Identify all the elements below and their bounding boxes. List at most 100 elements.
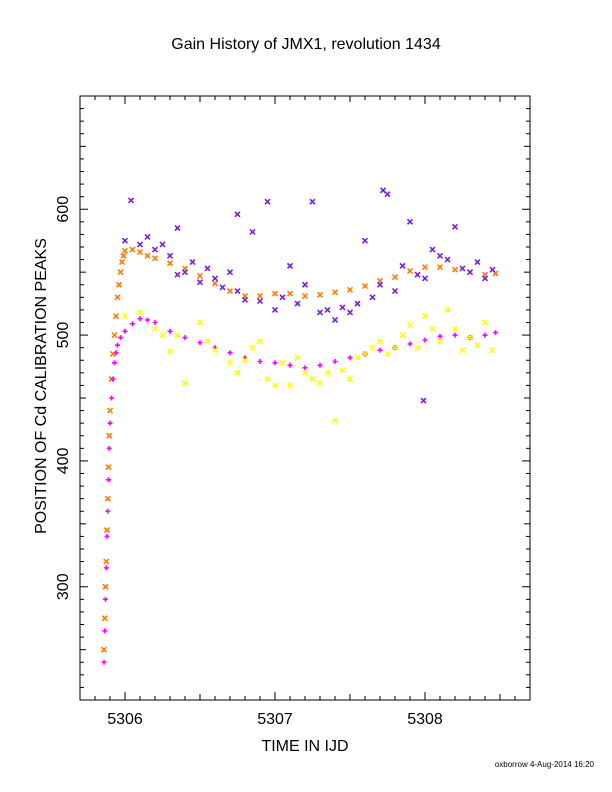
data-point: [317, 362, 323, 368]
data-point: [481, 319, 489, 326]
chart-title: Gain History of JMX1, revolution 1434: [171, 36, 441, 53]
data-point: [102, 628, 108, 634]
data-point: [436, 264, 444, 271]
data-point: [414, 344, 421, 351]
data-point: [407, 341, 413, 347]
data-point: [151, 246, 159, 253]
data-point: [121, 247, 129, 254]
data-point: [137, 316, 143, 322]
data-point: [174, 225, 181, 232]
data-point: [152, 320, 158, 325]
data-point: [451, 266, 459, 273]
data-point: [196, 279, 204, 286]
data-point: [369, 294, 376, 301]
data-point: [166, 348, 174, 355]
data-point: [332, 359, 338, 365]
data-point: [241, 296, 249, 303]
y-tick-label: 600: [55, 196, 72, 223]
series-3: [121, 306, 496, 424]
data-point: [421, 275, 429, 282]
data-point: [316, 309, 324, 316]
data-point: [101, 659, 107, 665]
data-point: [361, 282, 369, 290]
data-point: [103, 565, 109, 571]
data-point: [286, 290, 294, 297]
data-point: [117, 269, 124, 276]
data-point: [286, 382, 294, 389]
data-point: [376, 338, 384, 345]
data-point: [324, 306, 331, 313]
data-point: [256, 338, 264, 345]
data-point: [130, 321, 135, 327]
series-0: [100, 246, 499, 653]
data-point: [406, 218, 414, 225]
data-point: [211, 280, 219, 287]
data-point: [294, 300, 301, 307]
data-point: [112, 313, 120, 320]
data-point: [118, 259, 126, 266]
data-point: [196, 319, 204, 326]
data-point: [159, 332, 166, 339]
data-point: [474, 259, 481, 266]
data-point: [422, 337, 428, 343]
y-tick-label: 500: [55, 322, 72, 349]
data-point: [271, 382, 279, 389]
data-point: [115, 342, 120, 348]
data-point: [354, 300, 361, 307]
data-point: [106, 407, 114, 414]
data-point: [106, 445, 112, 451]
data-point: [129, 246, 136, 253]
data-point: [196, 272, 204, 280]
data-point: [331, 289, 339, 296]
data-point: [120, 252, 127, 259]
data-point: [271, 290, 279, 297]
data-point: [301, 281, 309, 288]
data-point: [144, 233, 151, 240]
data-point: [459, 347, 466, 354]
data-point: [384, 191, 391, 198]
data-point: [204, 338, 211, 345]
y-axis-label: POSITION OF Cd CALIBRATION PEAKS: [33, 238, 50, 534]
data-point: [302, 365, 308, 371]
data-point: [466, 334, 474, 341]
data-point: [174, 271, 181, 278]
data-point: [316, 379, 324, 386]
data-point: [369, 344, 376, 351]
data-point: [361, 237, 369, 244]
data-point: [331, 316, 339, 324]
data-point: [436, 338, 444, 345]
data-point: [346, 286, 354, 293]
data-point: [136, 248, 144, 256]
data-point: [114, 294, 121, 301]
data-point: [226, 287, 234, 295]
data-point: [211, 275, 219, 282]
data-point: [106, 432, 113, 439]
data-point: [391, 287, 399, 295]
data-point: [279, 294, 286, 301]
data-point: [189, 259, 196, 266]
data-point: [241, 357, 249, 364]
data-point: [145, 317, 150, 323]
data-point: [109, 395, 114, 401]
data-point: [489, 347, 496, 354]
data-point: [444, 306, 451, 313]
x-tick-label: 5306: [107, 711, 143, 728]
series-2: [121, 187, 496, 404]
data-point: [121, 237, 129, 244]
data-point: [204, 265, 211, 272]
data-point: [181, 269, 189, 276]
footer-credit: oxborrow 4-Aug-2014 16:20: [494, 760, 594, 769]
data-point: [399, 332, 406, 339]
data-point: [286, 262, 294, 269]
data-point: [110, 376, 116, 382]
data-point: [414, 271, 421, 278]
data-point: [451, 223, 459, 230]
data-point: [354, 354, 361, 361]
plot-frame: [79, 95, 531, 701]
data-point: [151, 255, 159, 262]
data-point: [136, 241, 144, 248]
data-point: [309, 376, 316, 383]
data-point: [226, 269, 234, 276]
data-point: [182, 335, 188, 341]
data-point: [105, 508, 111, 514]
